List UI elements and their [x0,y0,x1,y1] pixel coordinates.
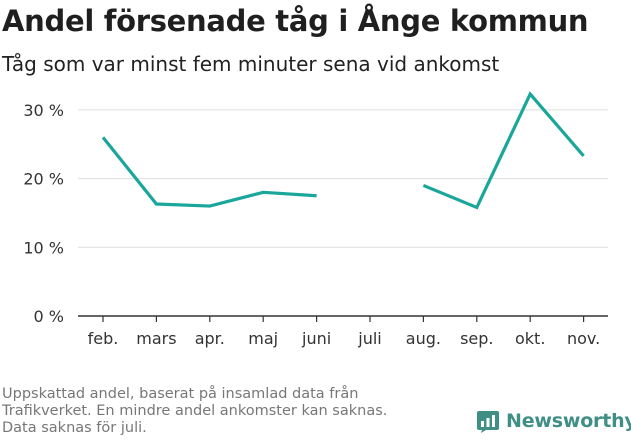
bar-chart-logo-icon [477,411,499,433]
y-tick-label: 10 % [23,238,64,257]
y-tick-label: 30 % [23,101,64,120]
x-tick-label: aug. [406,329,441,348]
x-tick-label: okt. [515,329,545,348]
x-tick-label: sep. [460,329,493,348]
footnote-line-1: Uppskattad andel, baserat på insamlad da… [2,386,359,402]
footnote-line-2: Trafikverket. En mindre andel ankomster … [2,403,388,419]
line-chart: 0 % 10 % 20 % 30 % feb. mars apr. maj juni juli au… [23,91,608,348]
x-tick-label: maj [248,329,278,348]
x-tick-label: nov. [567,329,600,348]
y-tick-label: 20 % [23,170,64,189]
brand-logo: Newsworthy [476,409,631,433]
brand-name: Newsworthy [506,410,631,432]
x-tick-label: mars [136,329,176,348]
chart-subtitle: Tåg som var minst fem minuter sena vid a… [2,52,500,76]
x-tick-label: feb. [88,329,119,348]
series-line [422,91,585,210]
x-tick-label: juni [301,329,331,348]
x-tick-label: apr. [195,329,225,348]
footnote-line-3: Data saknas för juli. [2,420,147,436]
y-tick-label: 0 % [34,307,64,326]
series-line [101,136,317,208]
x-tick-label: juli [357,329,381,348]
footnote: Uppskattad andel, baserat på insamlad da… [2,386,442,437]
chart-title: Andel försenade tåg i Ånge kommun [2,4,589,38]
